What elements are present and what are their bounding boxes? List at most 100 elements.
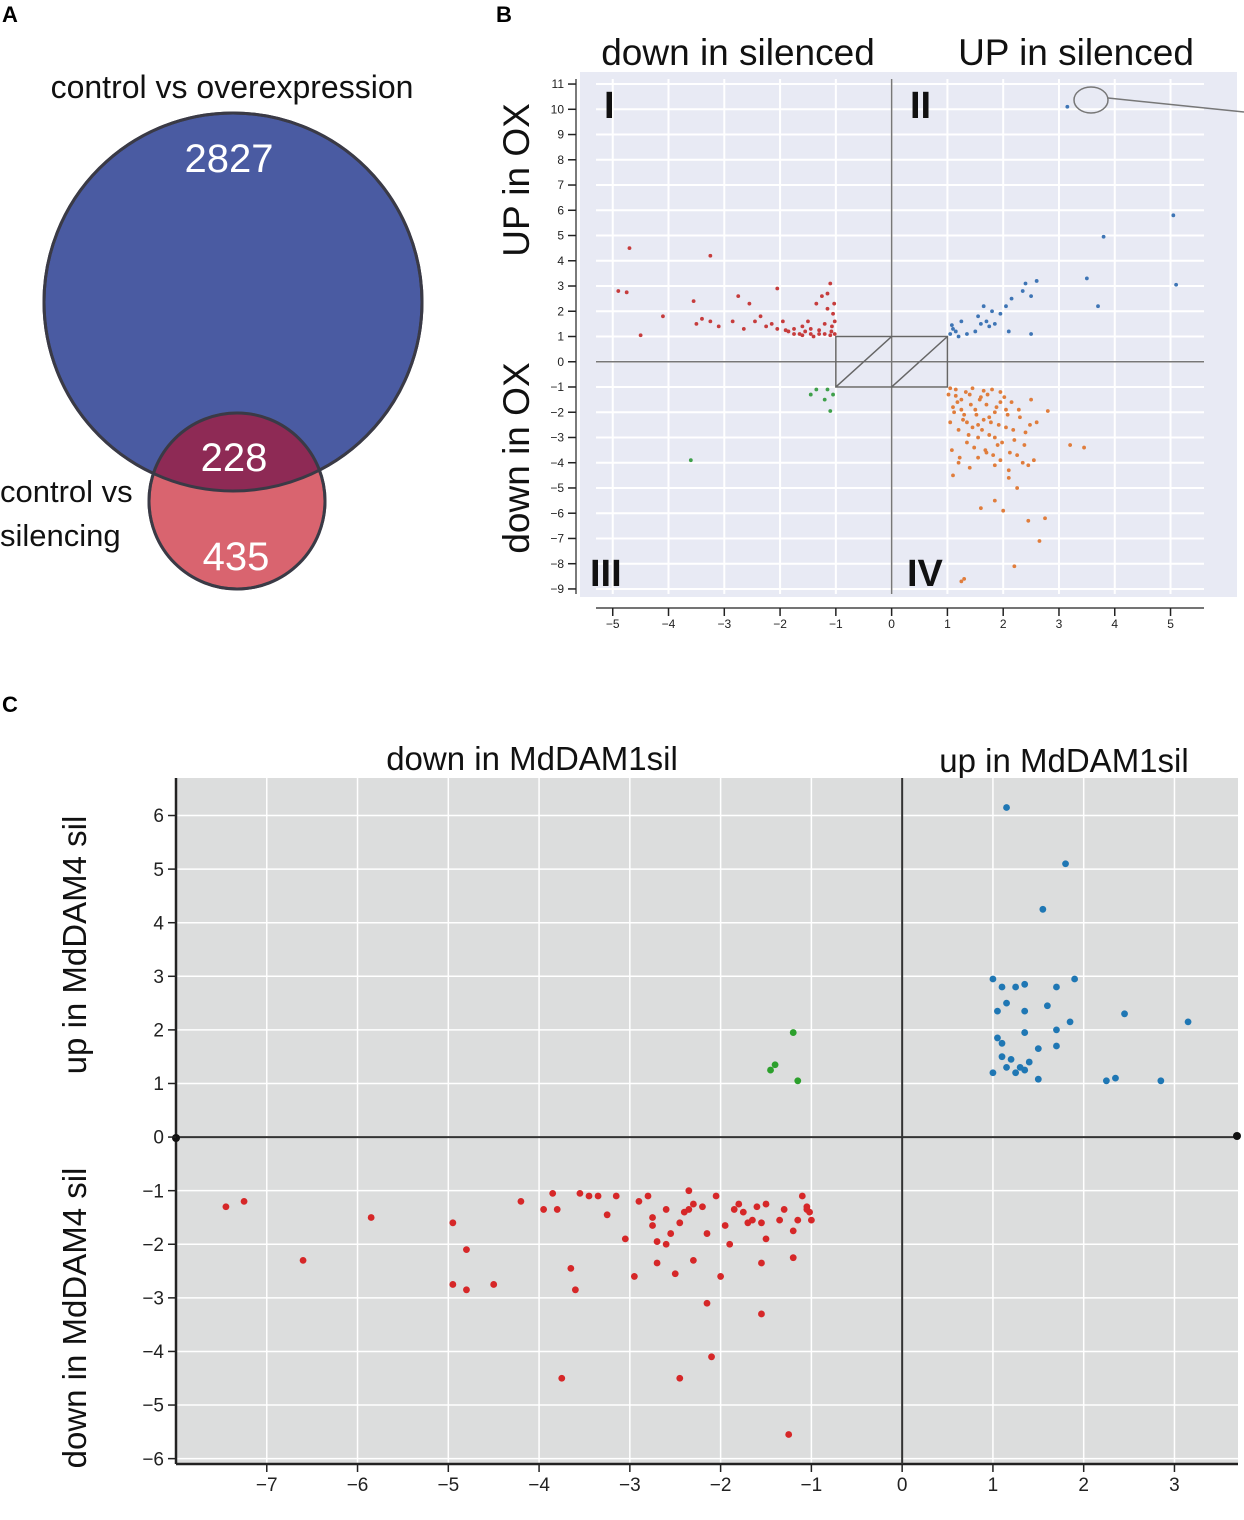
data-point [1004, 304, 1008, 309]
y-tick-label: 4 [557, 254, 564, 268]
data-point [1121, 1010, 1128, 1018]
plot-c-ticks: −7 −6 −5 −4 −3 −2 −1 0 1 2 3 −6 −5 −4 −3 −2 −1 0 1 2 3 4 5 6 [142, 806, 1179, 1496]
data-point [953, 329, 958, 334]
plot-b-threshold-box [835, 335, 949, 388]
data-point [831, 392, 835, 397]
data-point [616, 289, 621, 293]
data-point [995, 443, 1000, 447]
data-point [832, 301, 837, 306]
data-point [1096, 304, 1100, 309]
plot-c-points [222, 804, 1192, 1438]
data-point [956, 334, 961, 339]
data-point [828, 333, 833, 338]
data-point [992, 435, 997, 440]
data-point [1102, 1077, 1110, 1085]
data-point [959, 579, 964, 584]
y-tick-label: −9 [550, 582, 564, 596]
plot-b-ylabel-down: down in OX [496, 362, 537, 553]
data-point [1174, 282, 1179, 287]
data-point [540, 1206, 548, 1213]
data-point [1171, 213, 1176, 218]
y-tick-label: 2 [153, 1021, 164, 1042]
data-point [959, 397, 964, 402]
data-point [798, 1192, 806, 1200]
data-point [585, 1192, 593, 1200]
venn-silencing-outline [147, 411, 327, 591]
data-point [780, 319, 785, 324]
data-point [712, 1192, 720, 1200]
data-point [949, 323, 954, 328]
data-point [963, 390, 968, 394]
plot-b: −5 −4 −3 −2 −1 0 1 2 3 4 5 −9 −8 −7 −6 −5 −4 −3 −2 −1 0 1 2 3 4 5… [550, 72, 1244, 631]
data-point [549, 1189, 557, 1197]
data-point [992, 321, 997, 326]
data-point [721, 1222, 729, 1229]
data-point [240, 1197, 248, 1205]
plot-c-axes [172, 778, 1241, 1466]
data-point [662, 1206, 670, 1213]
data-point [1034, 420, 1039, 425]
data-point [1005, 412, 1010, 417]
data-point [567, 1264, 575, 1272]
data-point [808, 327, 813, 331]
data-point [1020, 289, 1025, 293]
data-point [1012, 564, 1017, 569]
x-tick-label: 1 [988, 1475, 999, 1496]
data-point [463, 1286, 470, 1294]
data-point [644, 1192, 652, 1200]
data-point [956, 460, 961, 465]
data-point [1039, 905, 1047, 913]
data-point [630, 1273, 638, 1280]
venn-count-overlap: 228 [201, 436, 268, 480]
data-point [490, 1281, 498, 1288]
data-point [998, 1053, 1006, 1061]
data-point [994, 405, 999, 410]
data-point [1018, 415, 1022, 420]
data-point [753, 1203, 761, 1211]
data-point [1043, 516, 1047, 521]
data-point [949, 448, 954, 453]
plot-c-header-left: down in MdDAM1sil [386, 740, 678, 777]
venn-overexpression-outline [42, 111, 424, 493]
data-point [970, 386, 975, 391]
data-point [828, 281, 833, 286]
data-point [803, 329, 808, 334]
data-point [1003, 1064, 1010, 1071]
plot-b-ticks: −5 −4 −3 −2 −1 0 1 2 3 4 5 −9 −8 −7 −6 −5 −4 −3 −2 −1 0 1 2 3 4 5… [550, 77, 1174, 631]
data-point [967, 465, 972, 470]
data-point [806, 319, 810, 324]
data-point [449, 1281, 457, 1288]
data-point [998, 400, 1003, 405]
x-tick-label: 0 [888, 617, 895, 631]
y-tick-label: −4 [550, 456, 564, 470]
data-point [764, 324, 769, 329]
y-tick-label: 1 [557, 330, 564, 344]
data-point [736, 294, 741, 299]
data-point [998, 390, 1003, 394]
y-tick-label: −1 [142, 1181, 164, 1202]
data-point [972, 445, 977, 450]
y-tick-label: 0 [153, 1128, 164, 1149]
data-point [814, 301, 819, 306]
data-point [612, 1192, 620, 1200]
data-point [800, 333, 805, 338]
data-point [758, 1310, 765, 1318]
data-point [771, 1061, 779, 1069]
data-point [517, 1197, 525, 1205]
data-point [789, 1029, 797, 1036]
data-point [676, 1374, 684, 1382]
zero-line-endpoint-left [172, 1134, 180, 1142]
data-point [974, 412, 979, 417]
panel-label-b: B [496, 2, 512, 27]
data-point [984, 319, 989, 324]
data-point [976, 435, 980, 440]
data-point [973, 329, 978, 334]
data-point [825, 387, 830, 392]
data-point [1007, 1055, 1015, 1063]
data-point [789, 1254, 797, 1262]
data-point [367, 1214, 375, 1221]
data-point [998, 458, 1003, 463]
data-point [594, 1192, 602, 1200]
data-point [1184, 1018, 1192, 1026]
